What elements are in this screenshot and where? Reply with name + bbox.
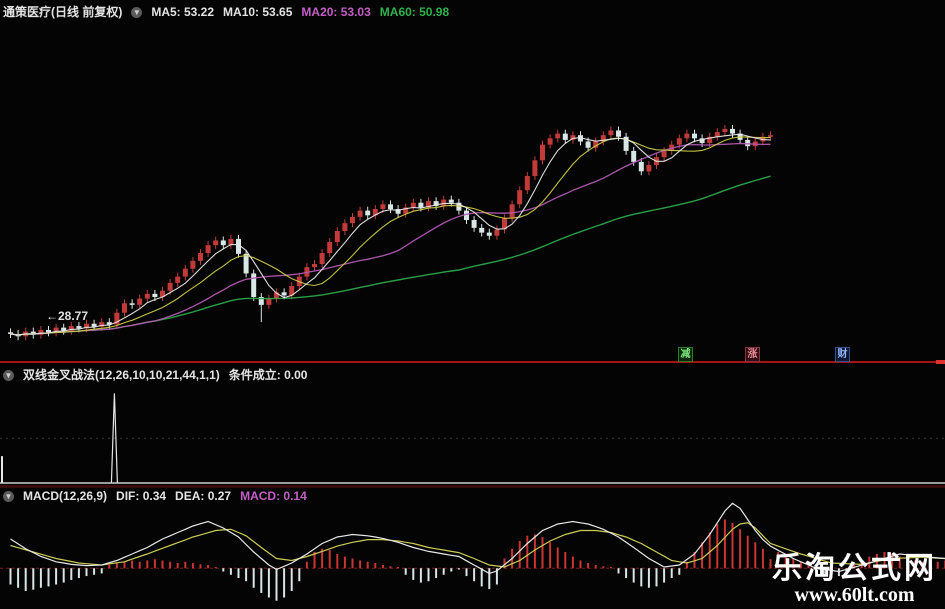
badge-green[interactable]: 减 <box>678 347 693 362</box>
badge-blue[interactable]: 财 <box>835 347 850 362</box>
chevron-down-icon[interactable]: ▼ <box>3 370 14 381</box>
watermark: 乐淘公式网 www.60lt.com <box>772 553 937 606</box>
signal-status-value: 条件成立: 0.00 <box>228 368 308 382</box>
panel-separator-red <box>0 361 945 363</box>
dea-value: DEA: 0.27 <box>175 489 232 503</box>
ma60-value: MA60: 50.98 <box>379 5 450 19</box>
chevron-down-icon[interactable]: ▼ <box>131 7 143 18</box>
chevron-down-icon[interactable]: ▼ <box>3 491 14 502</box>
panel-separator-dark <box>0 485 945 488</box>
badge-red[interactable]: 涨 <box>745 347 760 362</box>
ma20-value: MA20: 53.03 <box>301 5 371 19</box>
macd-indicator-title: MACD(12,26,9) <box>23 489 108 503</box>
signal-indicator-title: 双线金叉战法(12,26,10,10,21,44,1,1) <box>23 368 220 382</box>
ma5-value: MA5: 53.22 <box>151 5 215 19</box>
stock-title: 通策医疗(日线 前复权) <box>3 5 123 19</box>
watermark-url: www.60lt.com <box>794 584 915 606</box>
main-panel-header: 通策医疗(日线 前复权) ▼ MA5: 53.22 MA10: 53.65 MA20: … <box>3 3 458 20</box>
macd-value: MACD: 0.14 <box>240 489 307 503</box>
price-annotation: ←28.77 <box>46 309 89 323</box>
watermark-site-name: 乐淘公式网 <box>772 552 937 585</box>
separator-red-tip <box>936 360 945 364</box>
signal-panel-header: ▼ 双线金叉战法(12,26,10,10,21,44,1,1) 条件成立: 0.00 <box>3 366 316 383</box>
ma10-value: MA10: 53.65 <box>223 5 293 19</box>
dif-value: DIF: 0.34 <box>116 489 167 503</box>
macd-panel-header: ▼ MACD(12,26,9) DIF: 0.34 DEA: 0.27 MACD: 0.… <box>3 489 316 503</box>
